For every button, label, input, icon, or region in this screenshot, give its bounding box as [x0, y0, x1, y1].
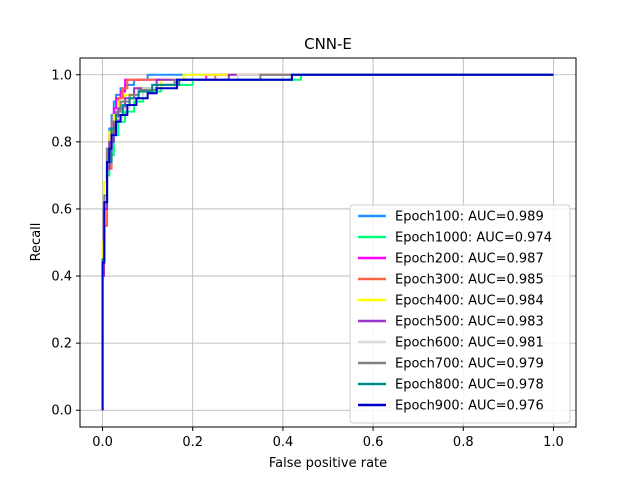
legend-label: Epoch100: AUC=0.989 [395, 210, 544, 225]
y-tick-label: 0.2 [51, 337, 72, 352]
y-tick-label: 1.0 [51, 68, 72, 83]
legend-label: Epoch800: AUC=0.978 [395, 378, 544, 393]
x-tick-label: 0.6 [363, 435, 384, 450]
legend-label: Epoch600: AUC=0.981 [395, 336, 544, 351]
legend: Epoch100: AUC=0.989 Epoch1000: AUC=0.974 E… [349, 204, 571, 424]
x-tick-label: 1.0 [543, 435, 564, 450]
x-axis-label: False positive rate [269, 456, 387, 471]
legend-label: Epoch1000: AUC=0.974 [395, 231, 552, 246]
plot-frame [79, 57, 577, 428]
legend-label: Epoch200: AUC=0.987 [395, 252, 544, 267]
legend-label: Epoch500: AUC=0.983 [395, 315, 544, 330]
y-tick-label: 0.4 [51, 270, 72, 285]
y-tick-label: 0.8 [51, 135, 72, 150]
legend-label: Epoch900: AUC=0.976 [395, 399, 544, 414]
legend-items: Epoch100: AUC=0.989 Epoch1000: AUC=0.974 E… [358, 210, 552, 414]
series-line-epoch900 [101, 73, 554, 411]
y-tick-label: 0.6 [51, 202, 72, 217]
series-lines [101, 73, 554, 411]
legend-label: Epoch400: AUC=0.984 [395, 294, 544, 309]
legend-label: Epoch300: AUC=0.985 [395, 273, 544, 288]
chart-title: CNN-E [304, 35, 352, 53]
y-axis-label: Recall [29, 223, 44, 262]
x-tick-label: 0.8 [453, 435, 474, 450]
x-tick-label: 0.0 [92, 435, 113, 450]
x-tick-label: 0.2 [182, 435, 203, 450]
legend-label: Epoch700: AUC=0.979 [395, 357, 544, 372]
x-tick-label: 0.4 [273, 435, 294, 450]
y-tick-label: 0.0 [51, 404, 72, 419]
axis-ticks: 0.0 0.2 0.4 0.6 0.8 1.0 0.0 0.2 0.4 0.6 0.8 1.0 [51, 68, 563, 450]
legend-box [349, 204, 571, 424]
